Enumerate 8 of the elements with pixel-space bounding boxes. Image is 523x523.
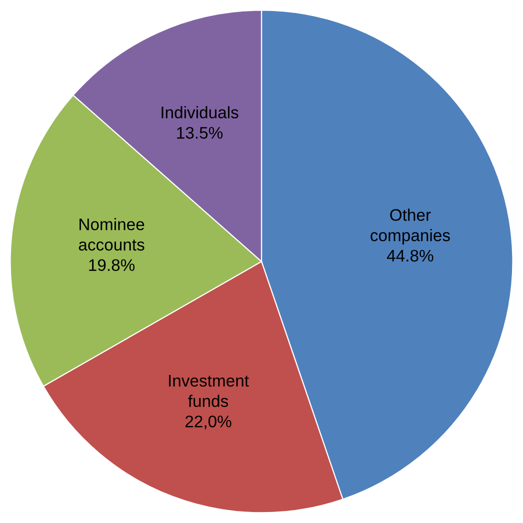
data-label: 19.8% — [89, 259, 135, 271]
slice-label: Nominee accounts — [78, 218, 144, 251]
data-label: 13.5% — [177, 126, 223, 139]
data-label: 22,0% — [185, 416, 232, 430]
slice-label: Other companies — [370, 208, 450, 245]
slice-label: Investment funds — [169, 375, 249, 408]
data-label: 44.8% — [386, 250, 434, 262]
slice-label: Individuals — [162, 106, 238, 118]
